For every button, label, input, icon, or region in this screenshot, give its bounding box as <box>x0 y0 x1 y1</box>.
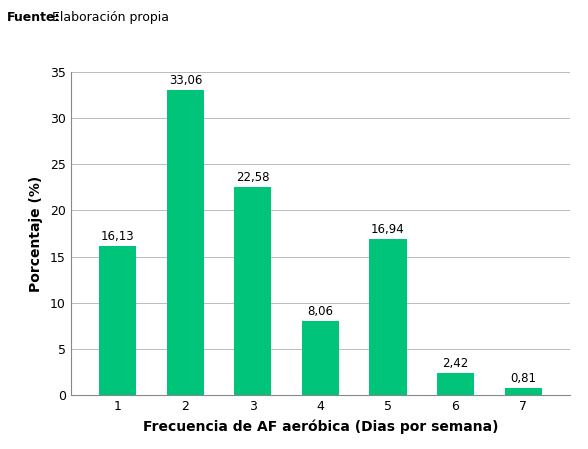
Bar <box>99 246 136 395</box>
Bar <box>437 373 474 395</box>
Text: 22,58: 22,58 <box>236 171 270 184</box>
Bar <box>235 186 272 395</box>
Text: Fuente:: Fuente: <box>7 11 61 24</box>
Bar <box>302 321 339 395</box>
Bar <box>167 90 204 395</box>
Text: 16,13: 16,13 <box>101 230 135 243</box>
X-axis label: Frecuencia de AF aeróbica (Dias por semana): Frecuencia de AF aeróbica (Dias por sema… <box>143 420 498 435</box>
Text: Elaboración propia: Elaboración propia <box>48 11 169 24</box>
Y-axis label: Porcentaje (%): Porcentaje (%) <box>29 176 43 291</box>
Text: 16,94: 16,94 <box>371 223 405 236</box>
Text: 2,42: 2,42 <box>442 357 469 370</box>
Text: 0,81: 0,81 <box>510 372 536 385</box>
Bar <box>369 239 406 395</box>
Bar <box>505 387 542 395</box>
Text: 8,06: 8,06 <box>308 305 333 318</box>
Text: 33,06: 33,06 <box>169 74 202 87</box>
